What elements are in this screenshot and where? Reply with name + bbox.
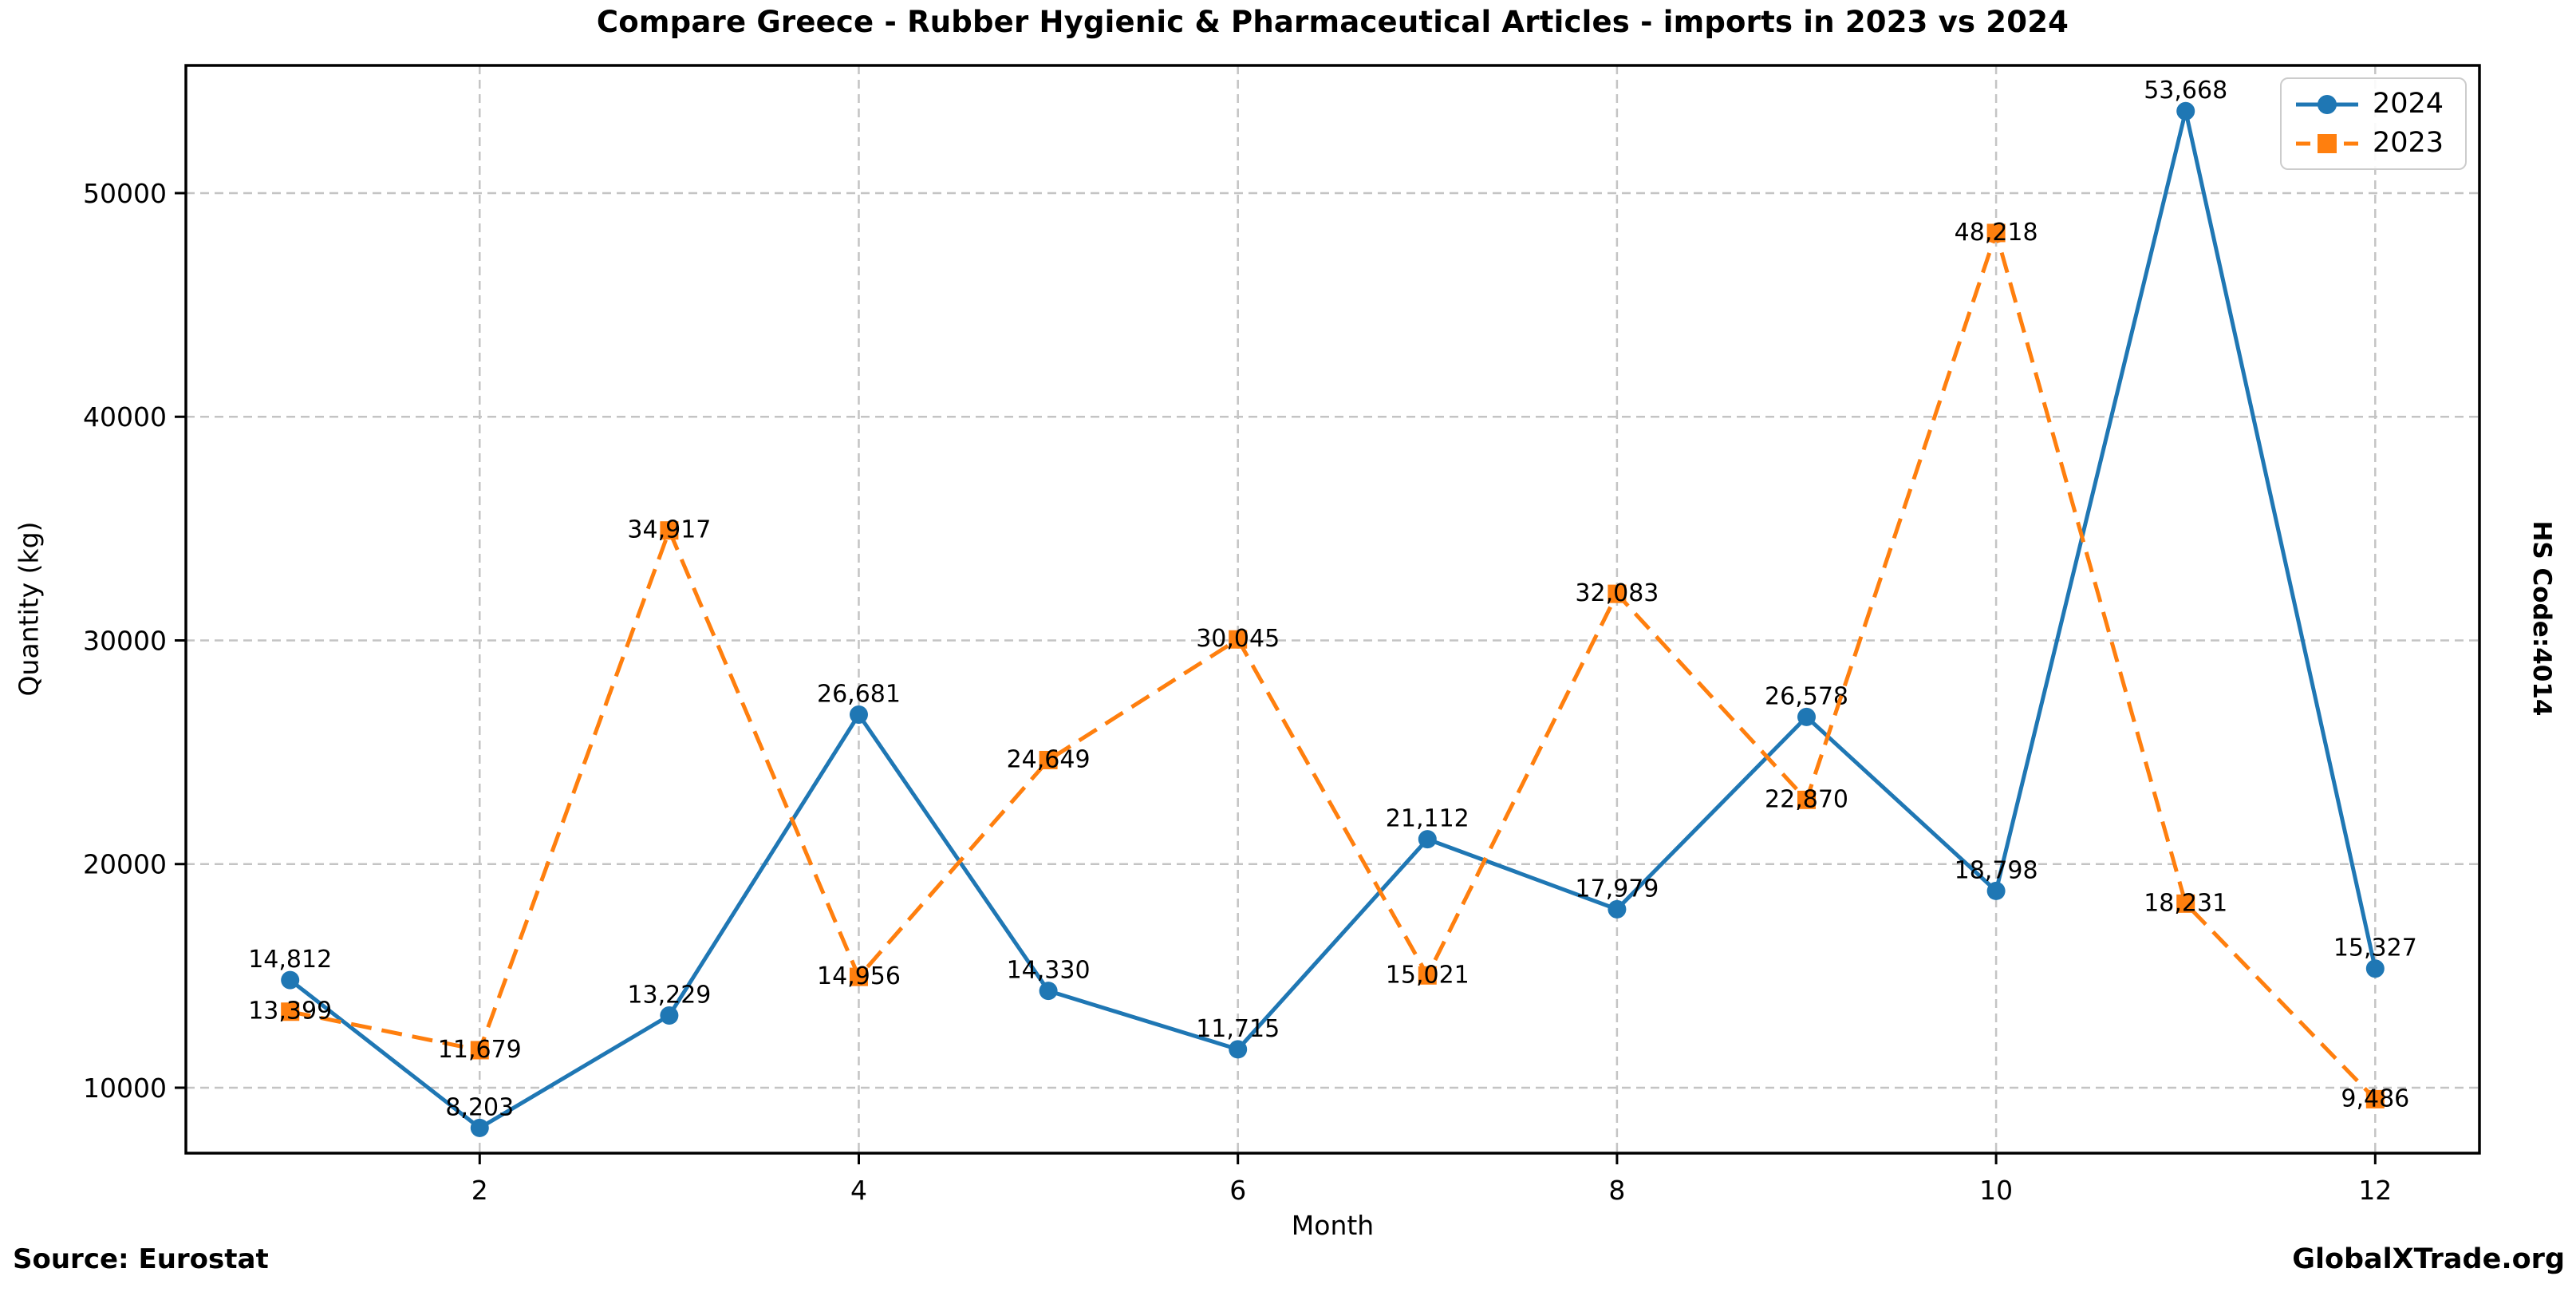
- point-label-2023: 9,486: [2341, 1085, 2409, 1112]
- legend-sample-2024: [2296, 94, 2358, 114]
- data-point-2024: [470, 1118, 489, 1137]
- legend-sample-2023: [2296, 133, 2358, 153]
- x-tick-label: 2: [471, 1175, 488, 1206]
- brand-watermark: GlobalXTrade.org: [2292, 1243, 2565, 1275]
- point-label-2023: 14,956: [817, 962, 901, 990]
- data-point-2023: [1797, 790, 1817, 809]
- legend-label: 2023: [2373, 127, 2444, 159]
- point-label-2023: 11,679: [438, 1036, 522, 1064]
- data-point-2024: [1418, 830, 1437, 849]
- point-label-2023: 34,917: [627, 516, 711, 544]
- data-point-2023: [2176, 894, 2195, 913]
- point-label-2023: 13,399: [248, 998, 332, 1025]
- data-point-2023: [1229, 630, 1248, 649]
- point-label-2024: 53,668: [2144, 77, 2227, 105]
- x-axis-label: Month: [1291, 1210, 1375, 1241]
- data-point-2023: [470, 1041, 489, 1060]
- legend-item-2023: 2023: [2294, 129, 2451, 157]
- point-label-2024: 11,715: [1196, 1015, 1280, 1043]
- x-tick-label: 10: [1979, 1175, 2013, 1206]
- point-label-2023: 48,218: [1955, 219, 2038, 247]
- legend-label: 2024: [2373, 88, 2444, 120]
- point-label-2023: 24,649: [1007, 745, 1091, 773]
- point-label-2024: 17,979: [1575, 875, 1659, 903]
- point-label-2023: 18,231: [2144, 889, 2227, 917]
- data-point-2024: [1986, 881, 2006, 900]
- chart-title: Compare Greece - Rubber Hygienic & Pharm…: [596, 5, 2069, 39]
- y-tick-label: 50000: [83, 178, 167, 209]
- point-label-2023: 15,021: [1386, 961, 1469, 989]
- point-label-2024: 15,327: [2333, 934, 2417, 962]
- x-tick-label: 8: [1608, 1175, 1625, 1206]
- y-tick-label: 10000: [83, 1073, 167, 1104]
- y-axis-label: Quantity (kg): [13, 521, 45, 697]
- y-tick-label: 40000: [83, 401, 167, 433]
- point-label-2023: 32,083: [1575, 579, 1659, 607]
- point-label-2024: 13,229: [627, 982, 711, 1010]
- data-point-2023: [1986, 223, 2006, 243]
- axes-border: [184, 64, 2481, 1155]
- point-label-2024: 14,812: [248, 946, 332, 974]
- data-point-2024: [1797, 707, 1817, 726]
- series-line-2024: [289, 109, 2377, 1130]
- data-point-2024: [2176, 101, 2195, 121]
- data-point-2023: [1039, 750, 1058, 769]
- legend-item-2024: 2024: [2294, 90, 2451, 118]
- point-label-2023: 22,870: [1765, 785, 1848, 813]
- point-label-2024: 14,330: [1007, 957, 1091, 985]
- data-point-2023: [1418, 966, 1437, 985]
- data-point-2024: [1039, 982, 1058, 1001]
- point-label-2024: 18,798: [1955, 856, 2038, 884]
- y-tick-label: 30000: [83, 625, 167, 656]
- hs-code-label: HS Code:4014: [2527, 520, 2556, 717]
- series-line-2023: [290, 231, 2377, 1101]
- data-point-2023: [281, 1002, 300, 1021]
- source-attribution: Source: Eurostat: [13, 1243, 269, 1275]
- data-point-2024: [1608, 899, 1627, 919]
- point-label-2024: 26,578: [1765, 682, 1848, 710]
- data-point-2024: [2365, 959, 2385, 978]
- data-point-2024: [281, 970, 300, 990]
- data-point-2024: [849, 705, 868, 725]
- data-point-2024: [1229, 1040, 1248, 1059]
- data-point-2023: [2365, 1089, 2385, 1108]
- legend: 2024 2023: [2280, 77, 2467, 170]
- point-label-2024: 21,112: [1386, 805, 1469, 833]
- x-tick-label: 6: [1229, 1175, 1246, 1206]
- x-tick-label: 4: [850, 1175, 867, 1206]
- point-label-2023: 30,045: [1196, 625, 1280, 653]
- data-point-2023: [849, 967, 868, 986]
- y-tick-label: 20000: [83, 849, 167, 880]
- data-point-2023: [1608, 584, 1627, 603]
- point-label-2024: 26,681: [817, 681, 901, 709]
- x-tick-label: 12: [2358, 1175, 2392, 1206]
- data-point-2024: [660, 1006, 679, 1025]
- point-label-2024: 8,203: [445, 1093, 514, 1121]
- data-point-2023: [660, 521, 679, 540]
